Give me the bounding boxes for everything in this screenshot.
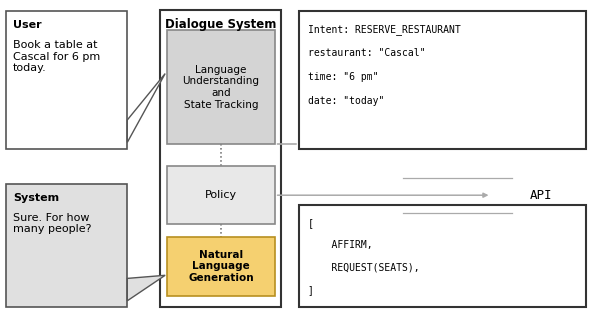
Text: [: [: [308, 218, 314, 228]
Text: Sure. For how
many people?: Sure. For how many people?: [13, 213, 92, 234]
FancyBboxPatch shape: [167, 30, 275, 144]
Text: date: "today": date: "today": [308, 96, 384, 106]
FancyBboxPatch shape: [6, 11, 127, 149]
Text: User: User: [13, 20, 41, 30]
Text: API: API: [530, 189, 552, 202]
Text: time: "6 pm": time: "6 pm": [308, 72, 378, 82]
FancyBboxPatch shape: [299, 205, 586, 307]
FancyBboxPatch shape: [299, 11, 586, 149]
FancyBboxPatch shape: [160, 10, 281, 307]
FancyBboxPatch shape: [167, 237, 275, 296]
Text: restaurant: "Cascal": restaurant: "Cascal": [308, 48, 425, 58]
Text: ]: ]: [308, 285, 314, 295]
Text: Intent: RESERVE_RESTAURANT: Intent: RESERVE_RESTAURANT: [308, 24, 461, 35]
Text: Policy: Policy: [205, 190, 237, 200]
Text: System: System: [13, 193, 59, 203]
FancyBboxPatch shape: [6, 184, 127, 307]
Polygon shape: [127, 74, 165, 142]
Text: Dialogue System: Dialogue System: [165, 18, 276, 31]
Text: Natural
Language
Generation: Natural Language Generation: [188, 250, 253, 283]
Text: Book a table at
Cascal for 6 pm
today.: Book a table at Cascal for 6 pm today.: [13, 40, 100, 73]
Text: Language
Understanding
and
State Tracking: Language Understanding and State Trackin…: [182, 65, 259, 109]
Text: AFFIRM,: AFFIRM,: [308, 240, 372, 250]
Text: REQUEST(SEATS),: REQUEST(SEATS),: [308, 262, 420, 272]
FancyBboxPatch shape: [167, 166, 275, 224]
Polygon shape: [127, 275, 165, 301]
